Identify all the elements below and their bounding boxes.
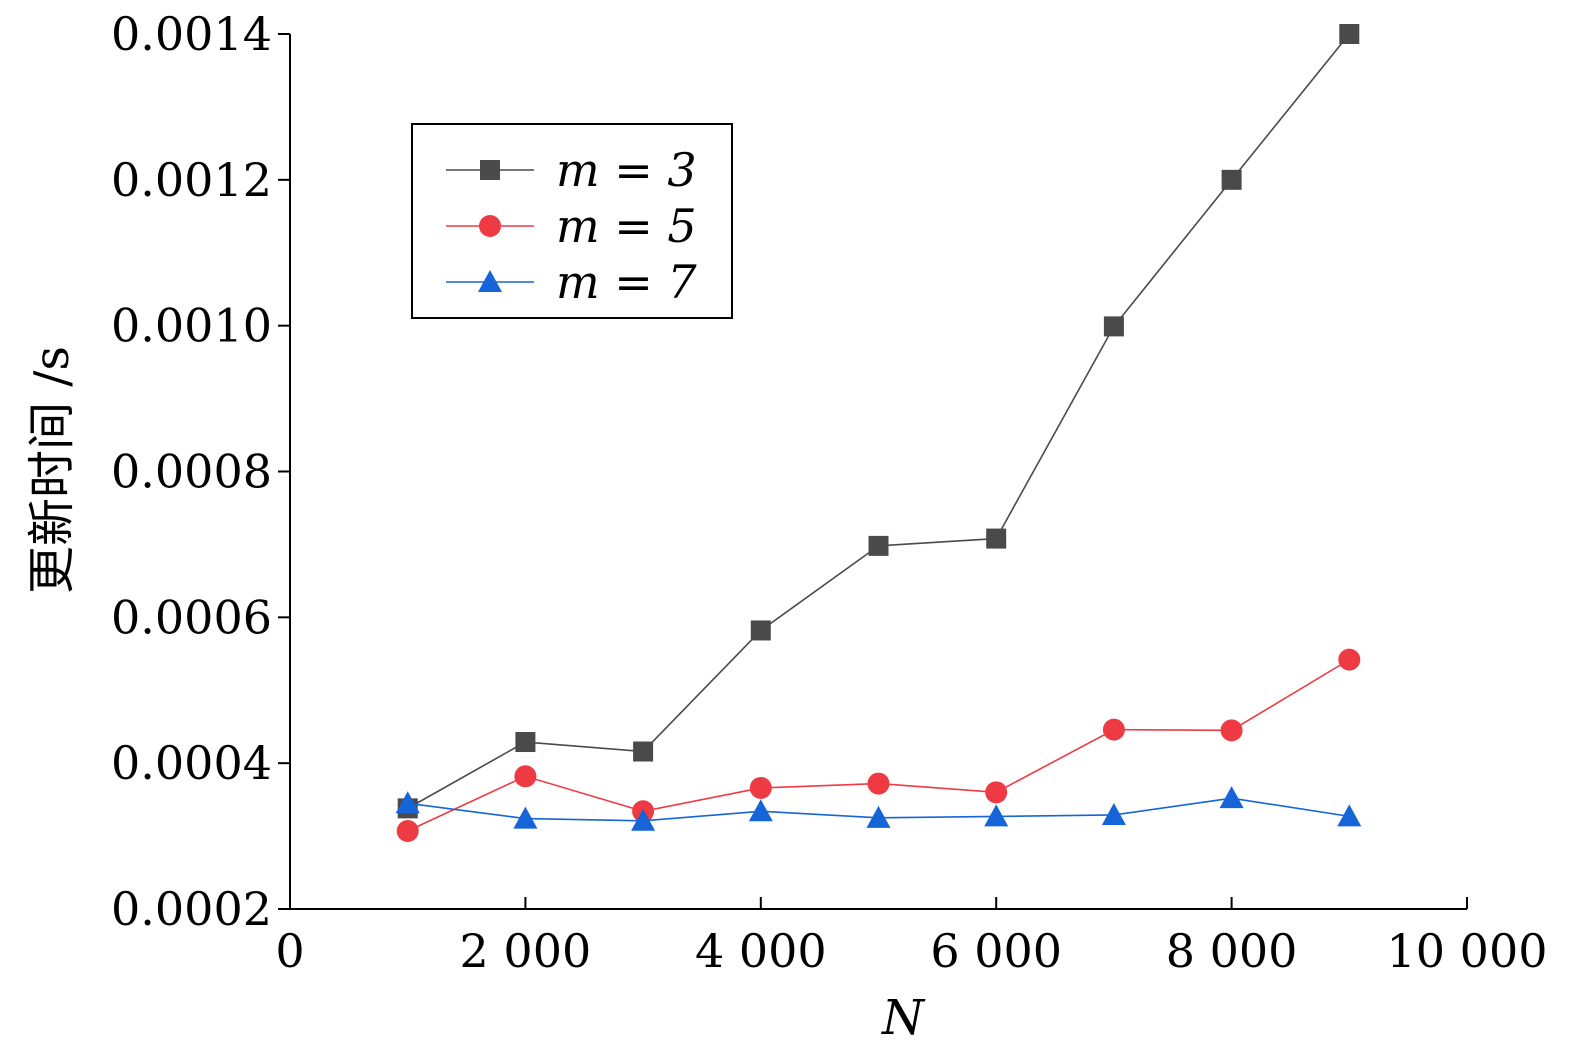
y-tick-label: 0.0008 <box>111 445 272 499</box>
data-point-triangle <box>513 806 538 829</box>
data-point-circle <box>1220 719 1243 742</box>
data-point-triangle <box>1101 802 1126 825</box>
data-point-triangle <box>478 270 502 292</box>
legend-entry: m = 5 <box>446 199 697 253</box>
data-point-triangle <box>631 808 656 831</box>
data-point-triangle <box>748 799 773 822</box>
x-ticks: 0 2 000 4 000 6 000 8 000 10 000 <box>275 897 1547 978</box>
legend-label: m = 5 <box>556 199 697 253</box>
x-tick-label: 8 000 <box>1166 924 1298 978</box>
data-point-square <box>1103 316 1124 337</box>
x-tick-label: 6 000 <box>930 924 1062 978</box>
data-point-triangle <box>984 804 1009 827</box>
data-point-square <box>1339 24 1360 44</box>
data-point-circle <box>867 772 890 795</box>
data-point-circle <box>514 765 537 788</box>
series-m3 <box>397 24 1360 819</box>
data-point-circle <box>1338 648 1361 671</box>
legend-label: m = 7 <box>556 255 697 309</box>
y-tick-label: 0.0014 <box>111 7 272 61</box>
series-m5 <box>396 648 1361 842</box>
data-point-triangle <box>1337 804 1362 827</box>
y-tick-label: 0.0012 <box>111 153 272 207</box>
data-point-square <box>750 620 771 641</box>
series-m7 <box>395 786 1362 831</box>
data-point-square <box>515 732 536 753</box>
x-tick-label: 4 000 <box>695 924 827 978</box>
legend: m = 3m = 5m = 7 <box>411 123 733 319</box>
y-tick-label: 0.0006 <box>111 590 272 644</box>
legend-entry: m = 7 <box>446 255 697 309</box>
data-point-square <box>633 741 654 762</box>
data-point-circle <box>985 781 1008 804</box>
x-tick-label: 0 <box>275 924 304 978</box>
x-tick-label: 2 000 <box>460 924 592 978</box>
y-tick-label: 0.0004 <box>111 736 272 790</box>
x-axis-title: N <box>881 990 926 1046</box>
data-point-square <box>868 535 889 556</box>
data-point-square <box>986 528 1007 549</box>
legend-box <box>411 123 733 319</box>
y-tick-label: 0.0010 <box>111 299 272 353</box>
data-point-circle <box>396 819 419 842</box>
series-layer <box>395 24 1362 842</box>
legend-label: m = 3 <box>556 143 697 197</box>
data-point-circle <box>749 776 772 799</box>
data-point-triangle <box>866 805 891 828</box>
series-line <box>407 658 1350 832</box>
y-tick-label: 0.0002 <box>111 882 272 936</box>
data-point-square <box>480 160 500 180</box>
legend-entry: m = 3 <box>446 143 697 197</box>
x-tick-label: 10 000 <box>1387 924 1548 978</box>
data-point-triangle <box>1219 786 1244 809</box>
data-point-circle <box>479 215 501 237</box>
data-point-triangle <box>395 791 420 814</box>
data-point-circle <box>1102 718 1125 741</box>
y-axis-title: 更新时间 /s <box>24 346 80 594</box>
data-point-square <box>1221 169 1242 190</box>
y-ticks: 0.0002 0.0004 0.0006 0.0008 0.0010 0.0012 0.00… <box>111 7 290 936</box>
